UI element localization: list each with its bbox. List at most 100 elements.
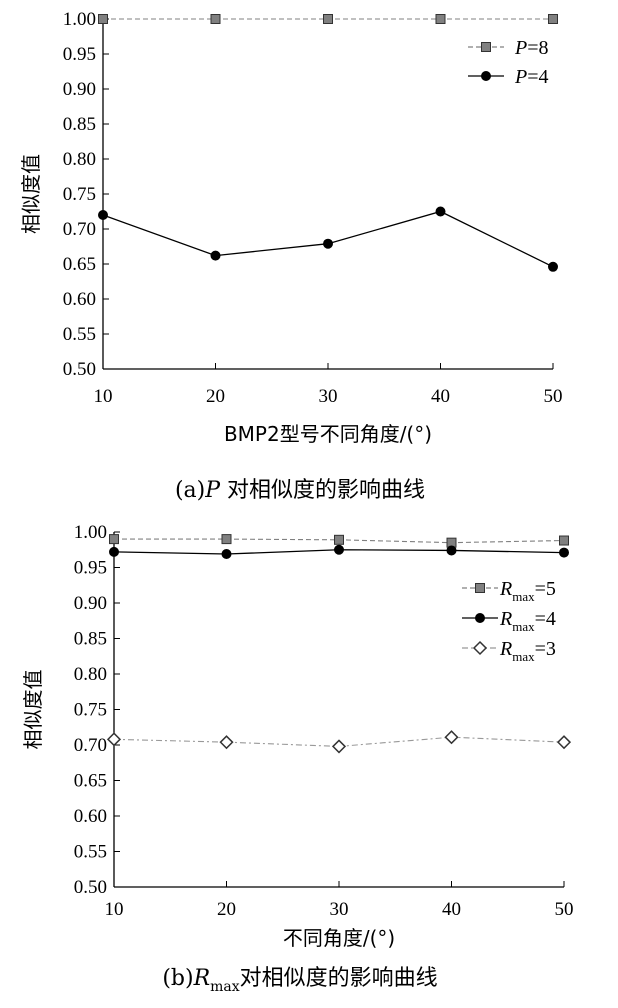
data-point	[106, 732, 122, 747]
y-axis-label: 相似度值	[21, 670, 45, 750]
y-tick-label: 0.60	[74, 806, 107, 827]
data-point	[556, 735, 572, 750]
legend-entry: Rmax=4	[462, 608, 556, 634]
legend-marker	[475, 613, 485, 623]
x-tick-label: 20	[206, 386, 225, 407]
y-tick-label: 1.00	[74, 522, 107, 543]
y-tick-label: 0.90	[63, 79, 96, 100]
caption-rest: 对相似度的影响曲线	[220, 478, 425, 503]
y-tick-label: 0.55	[74, 842, 107, 863]
y-tick-label: 0.70	[74, 735, 107, 756]
x-tick-label: 50	[555, 899, 574, 920]
legend-sub: max	[512, 649, 535, 664]
legend-label: P=8	[514, 37, 549, 59]
legend-sub: max	[512, 589, 535, 604]
legend-label: Rmax=3	[499, 638, 556, 664]
x-tick-label: 40	[442, 899, 461, 920]
data-point	[98, 210, 108, 220]
figure-caption: (b)Rmax对相似度的影响曲线	[162, 966, 437, 995]
legend-value: =8	[527, 37, 548, 59]
x-tick-label: 10	[105, 899, 124, 920]
legend-var: P	[514, 37, 527, 59]
y-tick-label: 0.95	[63, 44, 96, 65]
legend-sub: max	[512, 619, 535, 634]
y-tick-label: 0.80	[63, 149, 96, 170]
caption-var: P	[204, 478, 221, 503]
legend-marker	[475, 583, 485, 593]
y-tick-label: 0.65	[63, 254, 96, 275]
y-tick-label: 0.90	[74, 593, 107, 614]
data-point	[446, 545, 457, 556]
y-tick-label: 0.85	[74, 629, 107, 650]
data-point	[221, 534, 232, 545]
data-point	[559, 547, 569, 558]
data-point	[331, 739, 347, 754]
legend-marker	[481, 71, 491, 81]
x-axis-label: BMP2型号不同角度/(°)	[224, 422, 432, 446]
data-point	[435, 14, 446, 24]
legend-entry: Rmax=5	[462, 578, 556, 604]
data-point	[444, 730, 459, 745]
x-tick-label: 50	[544, 386, 563, 407]
y-tick-label: 0.75	[63, 184, 96, 205]
data-point	[435, 206, 446, 217]
data-point	[559, 535, 569, 546]
legend-entry: Rmax=3	[462, 638, 556, 664]
y-tick-label: 1.00	[63, 9, 96, 30]
x-tick-label: 30	[330, 899, 349, 920]
legend-label: Rmax=4	[499, 608, 556, 634]
y-tick-label: 0.70	[63, 219, 96, 240]
legend-value: =5	[535, 578, 556, 600]
legend-value: =3	[535, 638, 556, 660]
y-tick-label: 0.85	[63, 114, 96, 135]
data-point	[210, 14, 221, 24]
legend-value: =4	[527, 66, 548, 88]
caption-prefix: (b)	[162, 966, 193, 991]
y-tick-label: 0.50	[63, 359, 96, 380]
legend-label: P=4	[514, 66, 549, 88]
data-point	[210, 250, 221, 261]
figure-caption: (a)P 对相似度的影响曲线	[175, 478, 425, 503]
legend-var: P	[514, 66, 527, 88]
caption-var: R	[193, 966, 211, 991]
legend-entry: P=4	[468, 66, 549, 88]
legend-entry: P=8	[468, 37, 549, 59]
legend-value: =4	[535, 608, 556, 630]
chart-b: 0.50 0.55 0.60 0.65 0.70 0.75 0.80 0.85 0.90 0.95…	[21, 522, 574, 995]
legend-label: Rmax=5	[499, 578, 556, 604]
data-point	[334, 544, 344, 555]
y-tick-label: 0.80	[74, 664, 107, 685]
y-tick-label: 0.50	[74, 877, 107, 898]
series-0	[98, 14, 558, 24]
data-point	[323, 14, 333, 24]
y-tick-label: 0.55	[63, 324, 96, 345]
data-point	[548, 261, 558, 272]
x-axis-label: 不同角度/(°)	[283, 926, 395, 950]
series-0	[109, 534, 569, 548]
caption-sub: max	[210, 979, 240, 995]
legend-marker	[472, 640, 488, 656]
y-tick-label: 0.95	[74, 558, 107, 579]
data-point	[109, 534, 119, 545]
x-tick-label: 20	[217, 899, 236, 920]
y-tick-label: 0.65	[74, 771, 107, 792]
x-tick-label: 10	[94, 386, 113, 407]
caption-prefix: (a)	[175, 478, 205, 503]
x-tick-label: 40	[431, 386, 450, 407]
data-point	[221, 549, 232, 560]
data-point	[323, 238, 333, 249]
y-tick-label: 0.75	[74, 700, 107, 721]
legend-var: R	[499, 638, 512, 660]
caption-rest: 对相似度的影响曲线	[240, 966, 438, 991]
data-point	[219, 735, 234, 750]
y-tick-label: 0.60	[63, 289, 96, 310]
legend-var: R	[499, 608, 512, 630]
series-1	[98, 206, 558, 272]
legend-var: R	[499, 578, 512, 600]
series-1	[109, 544, 569, 560]
chart-a: 0.50 0.55 0.60 0.65 0.70 0.75 0.80 0.85 0.90 0.95…	[19, 9, 563, 503]
series-2	[106, 730, 572, 754]
data-point	[334, 534, 344, 545]
legend-marker	[481, 42, 491, 52]
